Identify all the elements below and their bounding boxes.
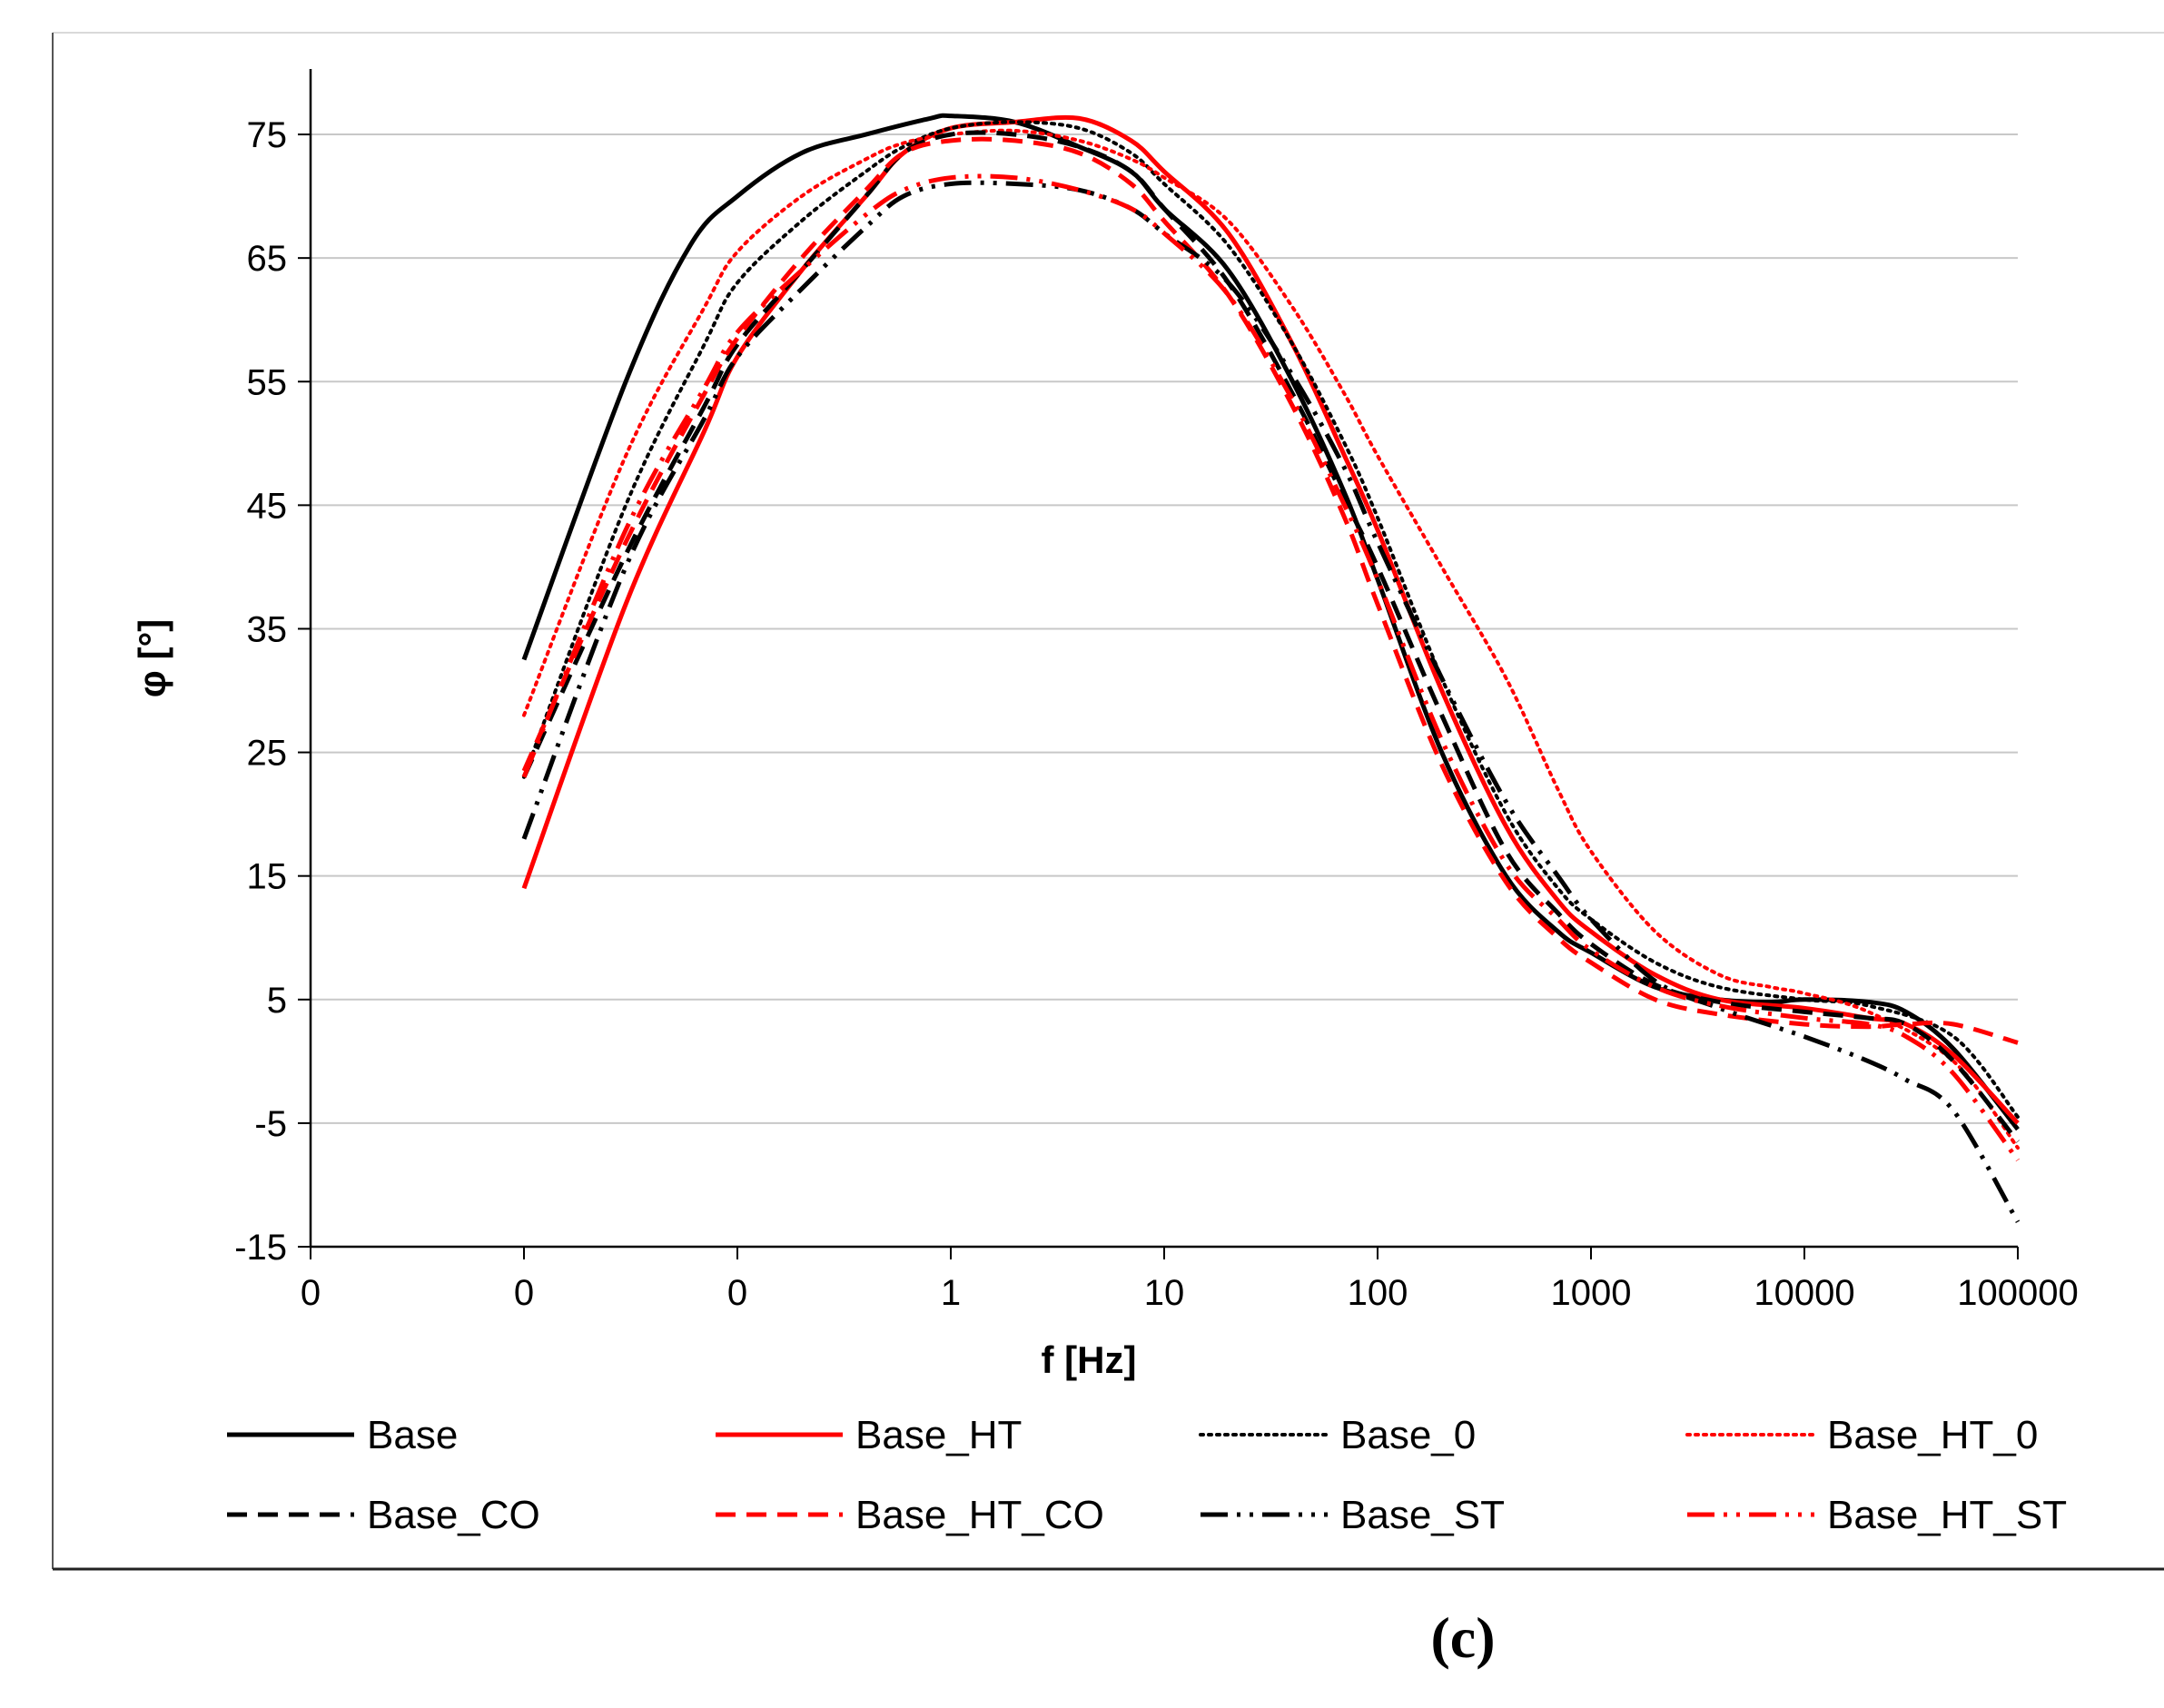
x-tick-label: 10 bbox=[1144, 1273, 1185, 1313]
x-tick-label: 10000 bbox=[1754, 1273, 1854, 1313]
series-line-base bbox=[521, 113, 2020, 1131]
series-line-base-st bbox=[521, 180, 2021, 1224]
y-tick-label: 45 bbox=[247, 486, 288, 526]
series-line-base-0 bbox=[522, 120, 2020, 1120]
y-tick-label: -5 bbox=[254, 1104, 287, 1144]
y-tick-label: -15 bbox=[234, 1228, 287, 1268]
series-line-base-ht-0 bbox=[522, 128, 2020, 1150]
plot-area bbox=[521, 113, 2021, 1224]
series-line-base-ht-st bbox=[521, 173, 2021, 1162]
y-tick-label: 5 bbox=[267, 981, 287, 1021]
legend-label: Base_0 bbox=[1340, 1413, 1476, 1457]
x-tick-label: 1 bbox=[941, 1273, 961, 1313]
y-tick-label: 55 bbox=[247, 362, 288, 402]
x-tick-label: 1000 bbox=[1551, 1273, 1632, 1313]
x-axis-label: f [Hz] bbox=[1042, 1338, 1137, 1381]
legend-label: Base_ST bbox=[1340, 1493, 1505, 1537]
legend-label: Base_HT bbox=[855, 1413, 1022, 1457]
legend-label: Base_CO bbox=[367, 1493, 540, 1537]
x-tick-label: 100 bbox=[1348, 1273, 1408, 1313]
legend: Base Base_HT Base_0 Base_HT_0 Base_CO Base_HT… bbox=[227, 1413, 2067, 1537]
y-axis-label: φ [°] bbox=[131, 619, 173, 697]
legend-label: Base_HT_ST bbox=[1827, 1493, 2067, 1537]
gridlines bbox=[311, 133, 2018, 1124]
figure-caption: (c) bbox=[1430, 1605, 1495, 1670]
x-tick-label: 100000 bbox=[1957, 1273, 2078, 1313]
x-tick-label: 0 bbox=[727, 1273, 747, 1313]
y-tick-label: 65 bbox=[247, 239, 288, 279]
y-tick-label: 75 bbox=[247, 115, 288, 155]
series-line-base-ht-co bbox=[521, 136, 2019, 1045]
legend-label: Base_HT_0 bbox=[1827, 1413, 2038, 1457]
y-tick-label: 25 bbox=[247, 734, 288, 774]
y-tick-label: 35 bbox=[247, 609, 288, 649]
axes: 75 65 55 45 35 25 15 5 -5 -15 0 0 0 1 10 100 1000 10000 10… bbox=[234, 69, 2079, 1313]
legend-label: Base_HT_CO bbox=[855, 1493, 1104, 1537]
series-line-base-co bbox=[521, 130, 2020, 1143]
legend-label: Base bbox=[367, 1413, 458, 1457]
x-tick-label: 0 bbox=[301, 1273, 321, 1313]
y-tick-label: 15 bbox=[247, 857, 288, 897]
x-tick-label: 0 bbox=[514, 1273, 534, 1313]
